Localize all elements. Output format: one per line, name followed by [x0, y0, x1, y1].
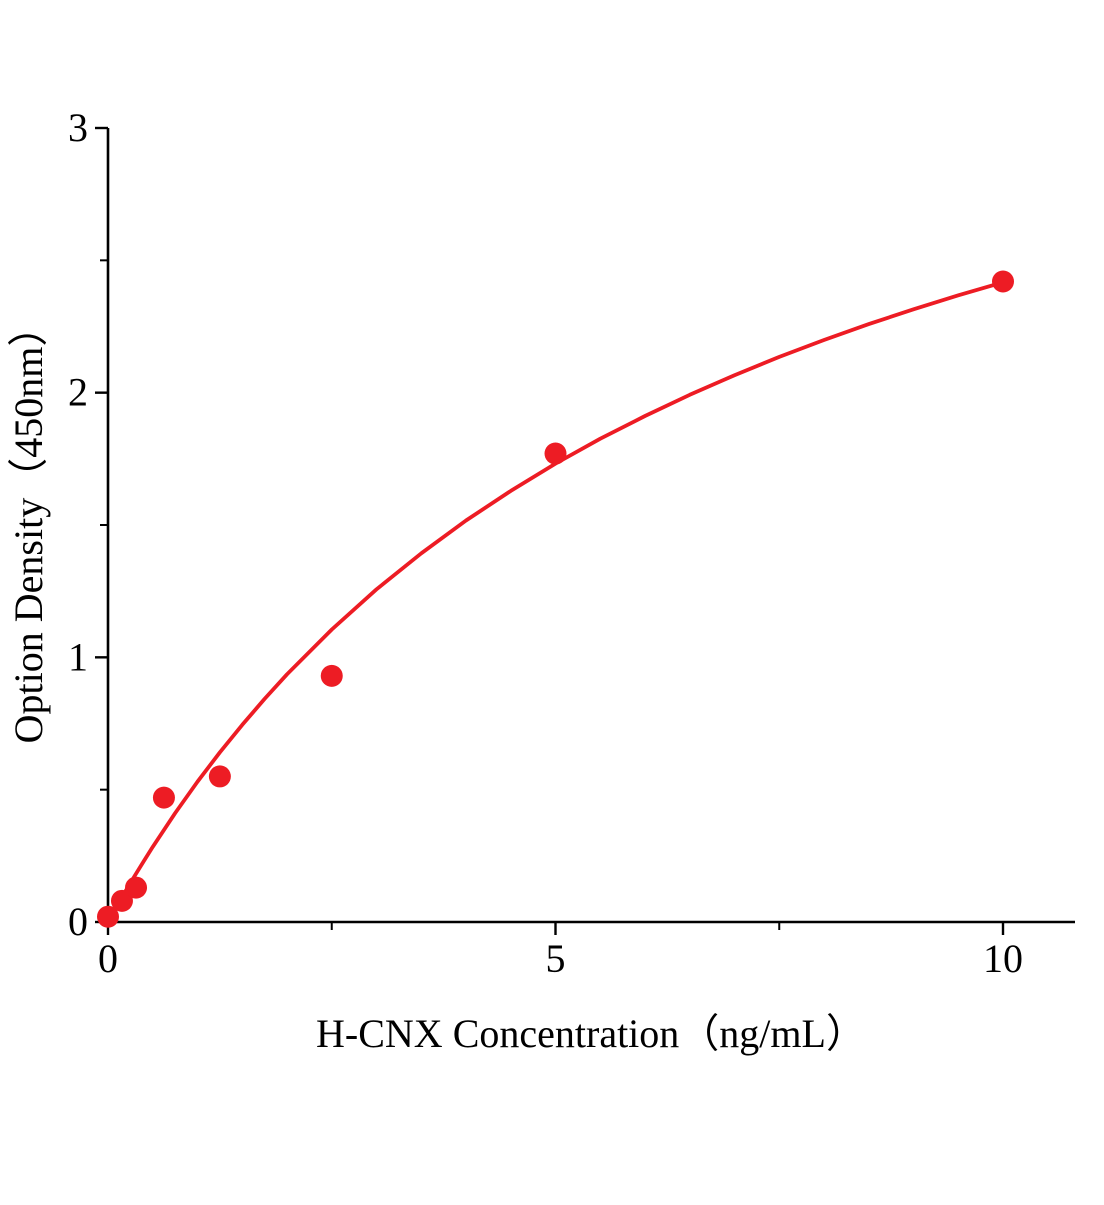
- x-tick-label: 10: [983, 936, 1023, 981]
- data-point: [208, 765, 231, 788]
- plot-layer: 0 5 10 0 1 2 3: [68, 105, 1075, 981]
- fit-curve: [106, 280, 1005, 924]
- axes: [106, 128, 1075, 924]
- y-axis-label: Option Density（450nm）: [6, 307, 51, 744]
- y-tick-label: 0: [68, 899, 88, 944]
- data-point: [125, 876, 148, 899]
- y-tick-label: 3: [68, 105, 88, 150]
- y-tick-label: 1: [68, 634, 88, 679]
- y-tick-label: 2: [68, 370, 88, 415]
- x-axis-label: H-CNX Concentration（ng/mL）: [316, 1011, 866, 1056]
- data-point: [152, 786, 175, 809]
- data-point: [320, 664, 343, 687]
- data-point: [992, 270, 1014, 293]
- x-tick-label: 5: [546, 936, 566, 981]
- x-tick-label: 0: [98, 936, 118, 981]
- data-point: [544, 442, 567, 465]
- data-point: [110, 889, 133, 912]
- data-point: [97, 905, 119, 928]
